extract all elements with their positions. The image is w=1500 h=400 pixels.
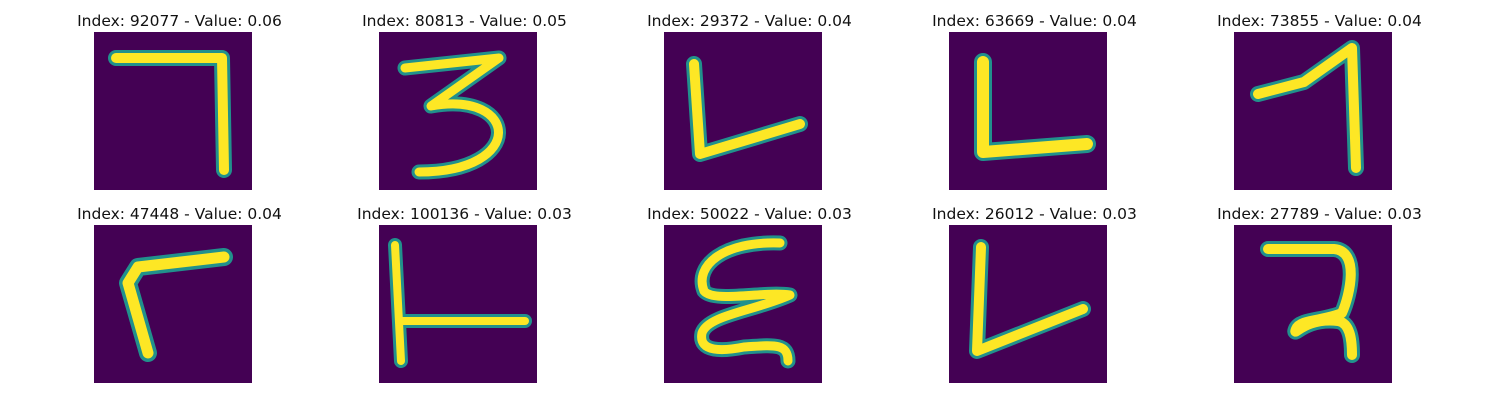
l-shape-icon bbox=[664, 32, 822, 190]
cell-title: Index: 47448 - Value: 0.04 bbox=[77, 205, 282, 223]
three-icon bbox=[379, 32, 537, 190]
grid-cell: Index: 27789 - Value: 0.03 bbox=[1177, 203, 1462, 393]
grid-cell: Index: 50022 - Value: 0.03 bbox=[607, 203, 892, 393]
grid-cell: Index: 73855 - Value: 0.04 bbox=[1177, 10, 1462, 200]
grid-cell: Index: 29372 - Value: 0.04 bbox=[607, 10, 892, 200]
cell-title: Index: 73855 - Value: 0.04 bbox=[1217, 12, 1422, 30]
t-shape-icon bbox=[379, 225, 537, 383]
cell-title: Index: 63669 - Value: 0.04 bbox=[932, 12, 1137, 30]
grid-cell: Index: 63669 - Value: 0.04 bbox=[892, 10, 1177, 200]
cell-title: Index: 92077 - Value: 0.06 bbox=[77, 12, 282, 30]
cell-title: Index: 50022 - Value: 0.03 bbox=[647, 205, 852, 223]
two-icon bbox=[1234, 225, 1392, 383]
grid-cell: Index: 92077 - Value: 0.06 bbox=[37, 10, 322, 200]
one-icon bbox=[1234, 32, 1392, 190]
cell-title: Index: 27789 - Value: 0.03 bbox=[1217, 205, 1422, 223]
l-shape-icon bbox=[949, 32, 1107, 190]
cell-title: Index: 29372 - Value: 0.04 bbox=[647, 12, 852, 30]
seven-icon bbox=[94, 32, 252, 190]
grid-cell: Index: 80813 - Value: 0.05 bbox=[322, 10, 607, 200]
cell-title: Index: 26012 - Value: 0.03 bbox=[932, 205, 1137, 223]
cell-title: Index: 100136 - Value: 0.03 bbox=[357, 205, 572, 223]
rotated-m-icon bbox=[664, 225, 822, 383]
grid-cell: Index: 47448 - Value: 0.04 bbox=[37, 203, 322, 393]
r-shape-icon bbox=[94, 225, 252, 383]
cell-title: Index: 80813 - Value: 0.05 bbox=[362, 12, 567, 30]
l-shape-icon bbox=[949, 225, 1107, 383]
grid-cell: Index: 100136 - Value: 0.03 bbox=[322, 203, 607, 393]
grid-cell: Index: 26012 - Value: 0.03 bbox=[892, 203, 1177, 393]
